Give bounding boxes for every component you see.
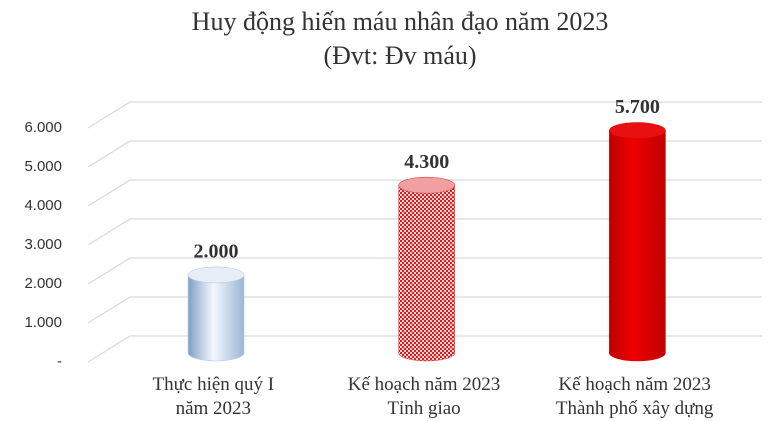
y-tick-label: 5.000 bbox=[24, 158, 62, 175]
data-label: 5.700 bbox=[615, 96, 660, 118]
grid-line bbox=[87, 140, 762, 168]
grid-line bbox=[87, 257, 762, 285]
x-tick-label: Kế hoạch năm 2023 Tỉnh giao bbox=[348, 374, 500, 419]
y-tick-label: 4.000 bbox=[24, 197, 62, 214]
y-tick-label: - bbox=[57, 353, 62, 370]
data-label: 4.300 bbox=[404, 151, 449, 173]
grid-line bbox=[87, 296, 762, 324]
grid-line bbox=[87, 218, 762, 246]
grid-line bbox=[87, 101, 762, 129]
bar-top bbox=[609, 122, 666, 139]
bar bbox=[398, 184, 455, 362]
x-tick-label: Kế hoạch năm 2023 Thành phố xây dựng bbox=[556, 374, 714, 419]
chart-title: Huy động hiến máu nhân đạo năm 2023 bbox=[192, 7, 609, 36]
y-tick-label: 3.000 bbox=[24, 236, 62, 253]
grid-line bbox=[87, 179, 762, 207]
bar-top bbox=[187, 266, 245, 284]
y-tick-label: 1.000 bbox=[24, 314, 62, 331]
y-tick-label: 2.000 bbox=[24, 275, 62, 292]
y-tick-label: 6.000 bbox=[24, 119, 62, 136]
data-label: 2.000 bbox=[194, 240, 239, 262]
bar bbox=[609, 130, 666, 362]
chart-subtitle: (Đvt: Đv máu) bbox=[323, 41, 476, 70]
grid-line bbox=[87, 335, 762, 363]
bar-top bbox=[398, 176, 456, 194]
bar bbox=[187, 274, 245, 362]
